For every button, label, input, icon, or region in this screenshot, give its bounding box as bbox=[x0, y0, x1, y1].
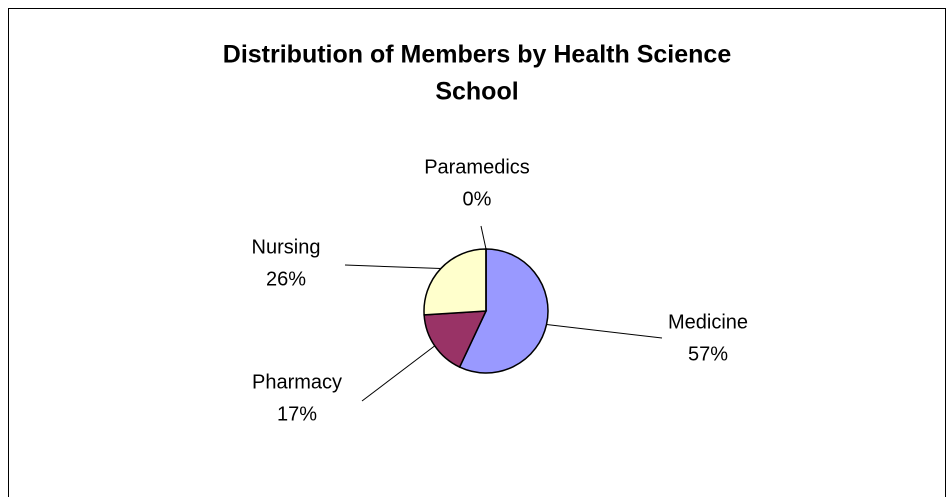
slice-label: Nursing bbox=[252, 236, 321, 258]
chart-title: Distribution of Members by Health Scienc… bbox=[223, 41, 732, 69]
leader-line bbox=[344, 264, 441, 270]
slice-value-label: 0% bbox=[463, 188, 492, 210]
leader-line bbox=[546, 324, 663, 339]
slice-value-label: 26% bbox=[266, 268, 306, 290]
slice-label: Paramedics bbox=[424, 156, 530, 178]
leader-line bbox=[361, 345, 436, 402]
slice-label: Pharmacy bbox=[252, 371, 342, 393]
slice-label: Medicine bbox=[668, 311, 748, 333]
slice-value-label: 17% bbox=[277, 403, 317, 425]
leader-line bbox=[480, 225, 487, 250]
pie-slice bbox=[423, 310, 488, 369]
slice-value-label: 57% bbox=[688, 343, 728, 365]
chart-title: School bbox=[435, 78, 518, 106]
